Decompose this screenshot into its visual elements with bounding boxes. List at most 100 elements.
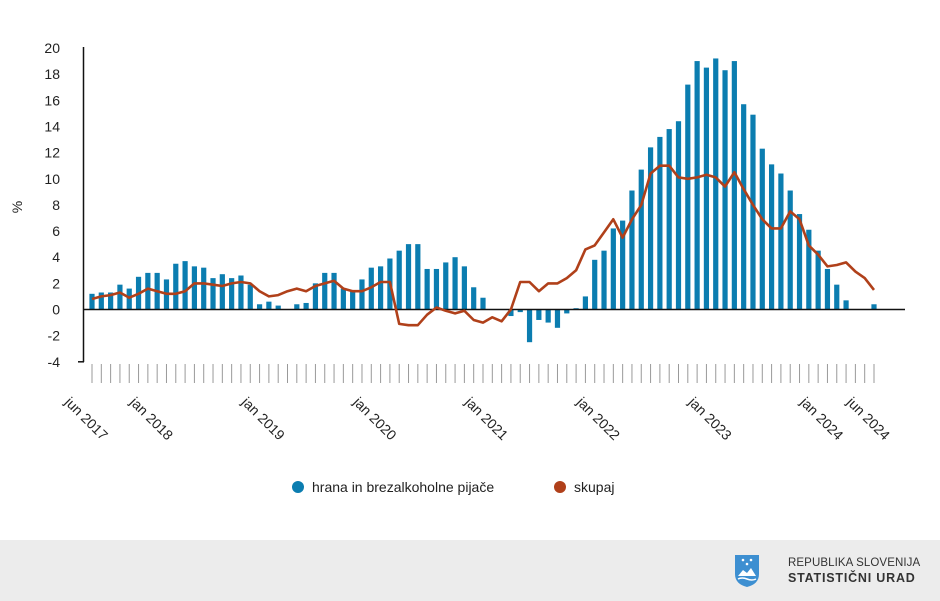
bar-food — [610, 228, 616, 310]
legend-marker-food — [292, 481, 304, 493]
y-tick-label: 10 — [44, 171, 60, 187]
bar-food — [759, 148, 765, 310]
bar-food — [452, 257, 458, 310]
x-tick-label: jan 2020 — [350, 393, 400, 443]
x-axis-labels: jun 2017 jan 2018 jan 2019 jan 2020 jan 2021… — [61, 393, 893, 443]
bar-food — [647, 147, 654, 310]
org-line1: REPUBLIKA SLOVENIJA — [788, 557, 921, 569]
organization-logo-text: REPUBLIKA SLOVENIJA STATISTIČNI URAD — [788, 556, 920, 586]
bar-food — [415, 244, 421, 310]
bar-food — [675, 121, 682, 310]
bar-food — [126, 288, 132, 310]
bar-food — [871, 304, 877, 310]
footer: REPUBLIKA SLOVENIJA STATISTIČNI URAD — [0, 540, 940, 601]
bar-food — [201, 267, 207, 310]
bar-food — [787, 190, 793, 310]
slovenia-crest-icon — [735, 555, 759, 587]
y-tick-label: 4 — [52, 249, 60, 265]
y-tick-label: 6 — [52, 223, 60, 239]
bar-food — [210, 278, 216, 310]
bar-food — [843, 300, 849, 310]
chart: % -4 -2 0 2 4 6 8 10 12 14 16 18 20 jun 2017 jan 2018… — [9, 40, 905, 495]
bar-food — [424, 268, 430, 310]
bar-food — [443, 262, 449, 310]
bar-food — [824, 268, 831, 310]
bar-food — [629, 190, 635, 310]
bar-food — [657, 136, 663, 310]
bar-food — [173, 263, 179, 310]
bar-food — [582, 296, 589, 310]
y-axis: -4 -2 0 2 4 6 8 10 12 14 16 18 20 — [44, 40, 84, 370]
bar-food — [322, 272, 328, 310]
y-axis-label: % — [9, 201, 25, 213]
bar-food — [405, 244, 412, 310]
bar-food — [331, 272, 337, 310]
bar-food — [238, 275, 244, 310]
bar-food — [303, 302, 309, 310]
x-tick-label: jan 2024 — [797, 393, 847, 443]
y-tick-label: 8 — [52, 197, 60, 213]
y-tick-label: 2 — [52, 275, 60, 291]
bar-food — [480, 297, 486, 310]
x-tick-label: jun 2024 — [843, 393, 893, 443]
bar-food — [722, 70, 728, 310]
bar-food — [778, 173, 784, 310]
bar-food — [554, 309, 561, 328]
bar-food — [666, 129, 672, 310]
bar-food — [471, 287, 477, 310]
x-tick-label: jun 2017 — [61, 393, 111, 443]
y-tick-label: 14 — [44, 118, 60, 134]
legend: hrana in brezalkoholne pijače skupaj — [292, 479, 614, 495]
bar-food — [694, 61, 700, 310]
bar-food — [396, 250, 402, 310]
x-tick-label: jan 2021 — [461, 393, 511, 443]
bar-food — [592, 259, 598, 310]
y-tick-label: 12 — [44, 145, 60, 161]
bar-food — [731, 61, 737, 310]
bar-food — [340, 288, 346, 310]
bar-food — [536, 309, 542, 320]
bar-food — [98, 292, 104, 310]
org-line2: STATISTIČNI URAD — [788, 571, 916, 585]
bar-food — [517, 309, 523, 313]
bar-food — [601, 250, 607, 310]
bar-food — [312, 283, 319, 310]
x-tick-label: jan 2022 — [573, 393, 623, 443]
bar-food — [275, 305, 281, 310]
y-tick-label: 20 — [44, 40, 60, 56]
y-tick-label: 16 — [44, 92, 60, 108]
bar-food — [191, 266, 198, 310]
bar-food — [350, 291, 356, 310]
bar-food — [620, 220, 626, 310]
bar-food — [815, 250, 821, 310]
bar-food — [685, 84, 691, 310]
bar-food — [256, 304, 263, 310]
bar-food — [461, 266, 467, 310]
bar-food — [229, 278, 235, 310]
legend-item-total[interactable]: skupaj — [554, 479, 614, 495]
bar-food — [638, 169, 644, 310]
y-tick-label: 18 — [44, 66, 60, 82]
bar-food — [508, 309, 514, 317]
bar-food — [89, 293, 95, 310]
bar-food — [564, 309, 570, 314]
x-axis — [91, 364, 875, 383]
bar-food — [108, 292, 114, 310]
bar-food — [796, 214, 803, 310]
bar-food — [713, 58, 719, 310]
bar-food — [359, 279, 365, 310]
bar-food — [806, 229, 812, 310]
bar-food — [433, 268, 440, 310]
legend-item-food[interactable]: hrana in brezalkoholne pijače — [292, 479, 494, 495]
bar-food — [294, 304, 300, 310]
bar-food — [750, 114, 756, 310]
legend-label-total: skupaj — [574, 479, 614, 495]
bar-food — [117, 284, 123, 310]
bar-food — [741, 104, 747, 310]
bar-food — [182, 261, 188, 310]
bar-food — [219, 274, 225, 310]
y-tick-label: -2 — [48, 328, 61, 344]
x-tick-label: jan 2018 — [126, 393, 176, 443]
line-series-skupaj — [91, 164, 876, 327]
legend-marker-total — [554, 481, 566, 493]
